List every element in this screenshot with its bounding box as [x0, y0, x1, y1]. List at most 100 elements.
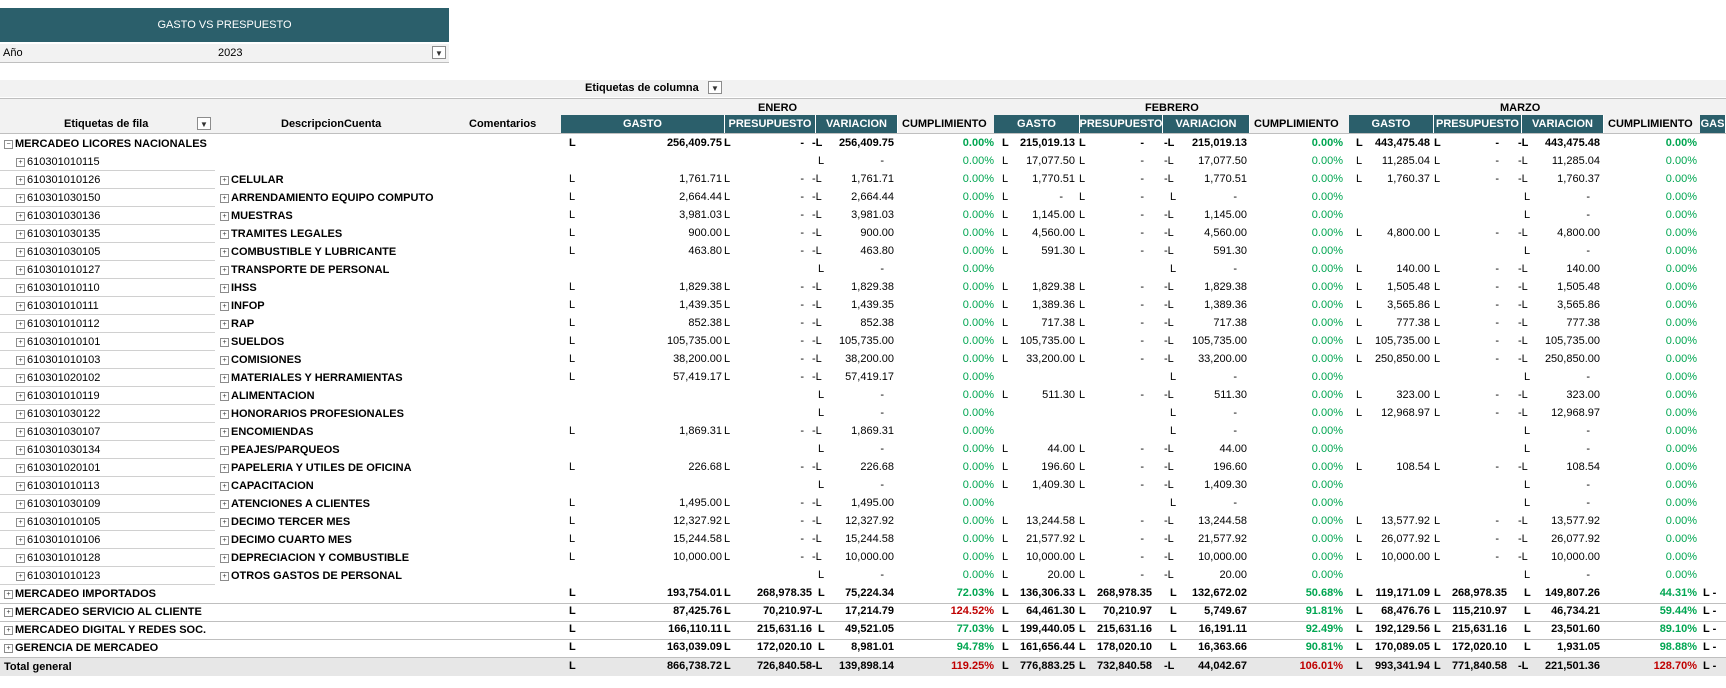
row-label[interactable]: +610301030105 [16, 243, 100, 261]
row-label[interactable]: +610301030150 [16, 189, 100, 207]
expand-icon[interactable]: + [16, 265, 25, 275]
row-label[interactable]: +610301010103 [16, 351, 100, 369]
expand-icon[interactable]: + [16, 445, 25, 455]
row-description[interactable]: + RAP [220, 315, 254, 333]
expand-icon[interactable]: + [16, 373, 25, 383]
row-description[interactable]: + SUELDOS [220, 333, 284, 351]
row-description[interactable]: + OTROS GASTOS DE PERSONAL [220, 567, 402, 585]
expand-icon[interactable]: + [16, 157, 25, 167]
year-filter-icon[interactable]: ▼ [432, 46, 446, 59]
expand-icon[interactable]: + [16, 301, 25, 311]
row-description[interactable]: + CAPACITACION [220, 477, 314, 495]
expand-icon[interactable]: + [220, 193, 229, 203]
row-label[interactable]: +610301010111 [16, 297, 99, 315]
expand-icon[interactable]: + [16, 463, 25, 473]
expand-icon[interactable]: + [16, 319, 25, 329]
year-value[interactable]: 2023 [218, 47, 243, 59]
row-label[interactable]: +610301010110 [16, 279, 100, 297]
row-description[interactable]: + ENCOMIENDAS [220, 423, 314, 441]
expand-icon[interactable]: + [220, 535, 229, 545]
row-label[interactable]: +610301010126 [16, 171, 100, 189]
row-description[interactable]: + TRANSPORTE DE PERSONAL [220, 261, 389, 279]
row-description[interactable]: + INFOP [220, 297, 265, 315]
row-label[interactable]: +610301030107 [16, 423, 100, 441]
expand-icon[interactable]: + [220, 391, 229, 401]
row-label[interactable]: +610301010101 [16, 333, 100, 351]
expand-icon[interactable]: + [220, 445, 229, 455]
expand-icon[interactable]: + [220, 463, 229, 473]
expand-icon[interactable]: + [16, 211, 25, 221]
expand-icon[interactable]: + [16, 553, 25, 563]
expand-icon[interactable]: + [220, 247, 229, 257]
expand-icon[interactable]: + [16, 517, 25, 527]
row-description[interactable]: + TRAMITES LEGALES [220, 225, 342, 243]
expand-icon[interactable]: + [16, 535, 25, 545]
expand-icon[interactable]: + [220, 409, 229, 419]
expand-icon[interactable]: + [220, 427, 229, 437]
expand-icon[interactable]: + [16, 391, 25, 401]
row-description[interactable]: + DECIMO TERCER MES [220, 513, 350, 531]
row-label[interactable]: +610301010119 [16, 387, 100, 405]
expand-icon[interactable]: + [16, 427, 25, 437]
column-filter-icon[interactable]: ▼ [708, 81, 722, 94]
row-label[interactable]: Total general [4, 658, 72, 676]
expand-icon[interactable]: + [220, 301, 229, 311]
expand-icon[interactable]: + [220, 517, 229, 527]
row-description[interactable]: + PEAJES/PARQUEOS [220, 441, 340, 459]
expand-icon[interactable]: + [220, 571, 229, 581]
row-description[interactable]: + COMISIONES [220, 351, 301, 369]
row-label[interactable]: +610301010106 [16, 531, 100, 549]
expand-icon[interactable]: + [220, 175, 229, 185]
row-description[interactable]: + HONORARIOS PROFESIONALES [220, 405, 404, 423]
row-label[interactable]: +610301010115 [16, 153, 100, 171]
expand-icon[interactable]: + [4, 607, 13, 617]
row-label[interactable]: +610301030135 [16, 225, 100, 243]
collapse-icon[interactable]: − [4, 139, 13, 149]
expand-icon[interactable]: + [220, 499, 229, 509]
row-description[interactable]: + MUESTRAS [220, 207, 293, 225]
row-label[interactable]: +610301030109 [16, 495, 100, 513]
row-label[interactable]: +610301010112 [16, 315, 100, 333]
expand-icon[interactable]: + [16, 499, 25, 509]
expand-icon[interactable]: + [16, 337, 25, 347]
expand-icon[interactable]: + [220, 553, 229, 563]
row-description[interactable]: + IHSS [220, 279, 257, 297]
row-description[interactable]: + DEPRECIACION Y COMBUSTIBLE [220, 549, 409, 567]
row-label[interactable]: − MERCADEO LICORES NACIONALES [4, 135, 207, 153]
expand-icon[interactable]: + [220, 283, 229, 293]
expand-icon[interactable]: + [220, 481, 229, 491]
expand-icon[interactable]: + [16, 481, 25, 491]
expand-icon[interactable]: + [220, 337, 229, 347]
row-label[interactable]: + MERCADEO IMPORTADOS [4, 585, 156, 603]
row-label[interactable]: +610301020101 [16, 459, 100, 477]
row-label[interactable]: +610301010123 [16, 567, 100, 585]
row-description[interactable]: + DECIMO CUARTO MES [220, 531, 352, 549]
row-description[interactable]: + ARRENDAMIENTO EQUIPO COMPUTO [220, 189, 434, 207]
expand-icon[interactable]: + [16, 571, 25, 581]
expand-icon[interactable]: + [16, 247, 25, 257]
row-label[interactable]: + GERENCIA DE MERCADEO [4, 639, 158, 657]
expand-icon[interactable]: + [16, 229, 25, 239]
row-label[interactable]: +610301020102 [16, 369, 100, 387]
expand-icon[interactable]: + [220, 265, 229, 275]
row-description[interactable]: + ATENCIONES A CLIENTES [220, 495, 370, 513]
row-label[interactable]: + MERCADEO DIGITAL Y REDES SOC. [4, 621, 206, 639]
expand-icon[interactable]: + [4, 643, 13, 653]
row-label[interactable]: +610301030136 [16, 207, 100, 225]
row-label[interactable]: + MERCADEO SERVICIO AL CLIENTE [4, 603, 202, 621]
expand-icon[interactable]: + [4, 625, 13, 635]
expand-icon[interactable]: + [16, 283, 25, 293]
row-description[interactable]: + ALIMENTACION [220, 387, 315, 405]
row-filter-icon[interactable]: ▼ [197, 117, 211, 130]
expand-icon[interactable]: + [220, 355, 229, 365]
expand-icon[interactable]: + [220, 211, 229, 221]
row-description[interactable]: + MATERIALES Y HERRAMIENTAS [220, 369, 403, 387]
expand-icon[interactable]: + [16, 355, 25, 365]
row-label[interactable]: +610301030134 [16, 441, 100, 459]
expand-icon[interactable]: + [16, 409, 25, 419]
expand-icon[interactable]: + [4, 589, 13, 599]
row-description[interactable]: + COMBUSTIBLE Y LUBRICANTE [220, 243, 396, 261]
row-description[interactable]: + PAPELERIA Y UTILES DE OFICINA [220, 459, 412, 477]
expand-icon[interactable]: + [220, 373, 229, 383]
expand-icon[interactable]: + [16, 175, 25, 185]
